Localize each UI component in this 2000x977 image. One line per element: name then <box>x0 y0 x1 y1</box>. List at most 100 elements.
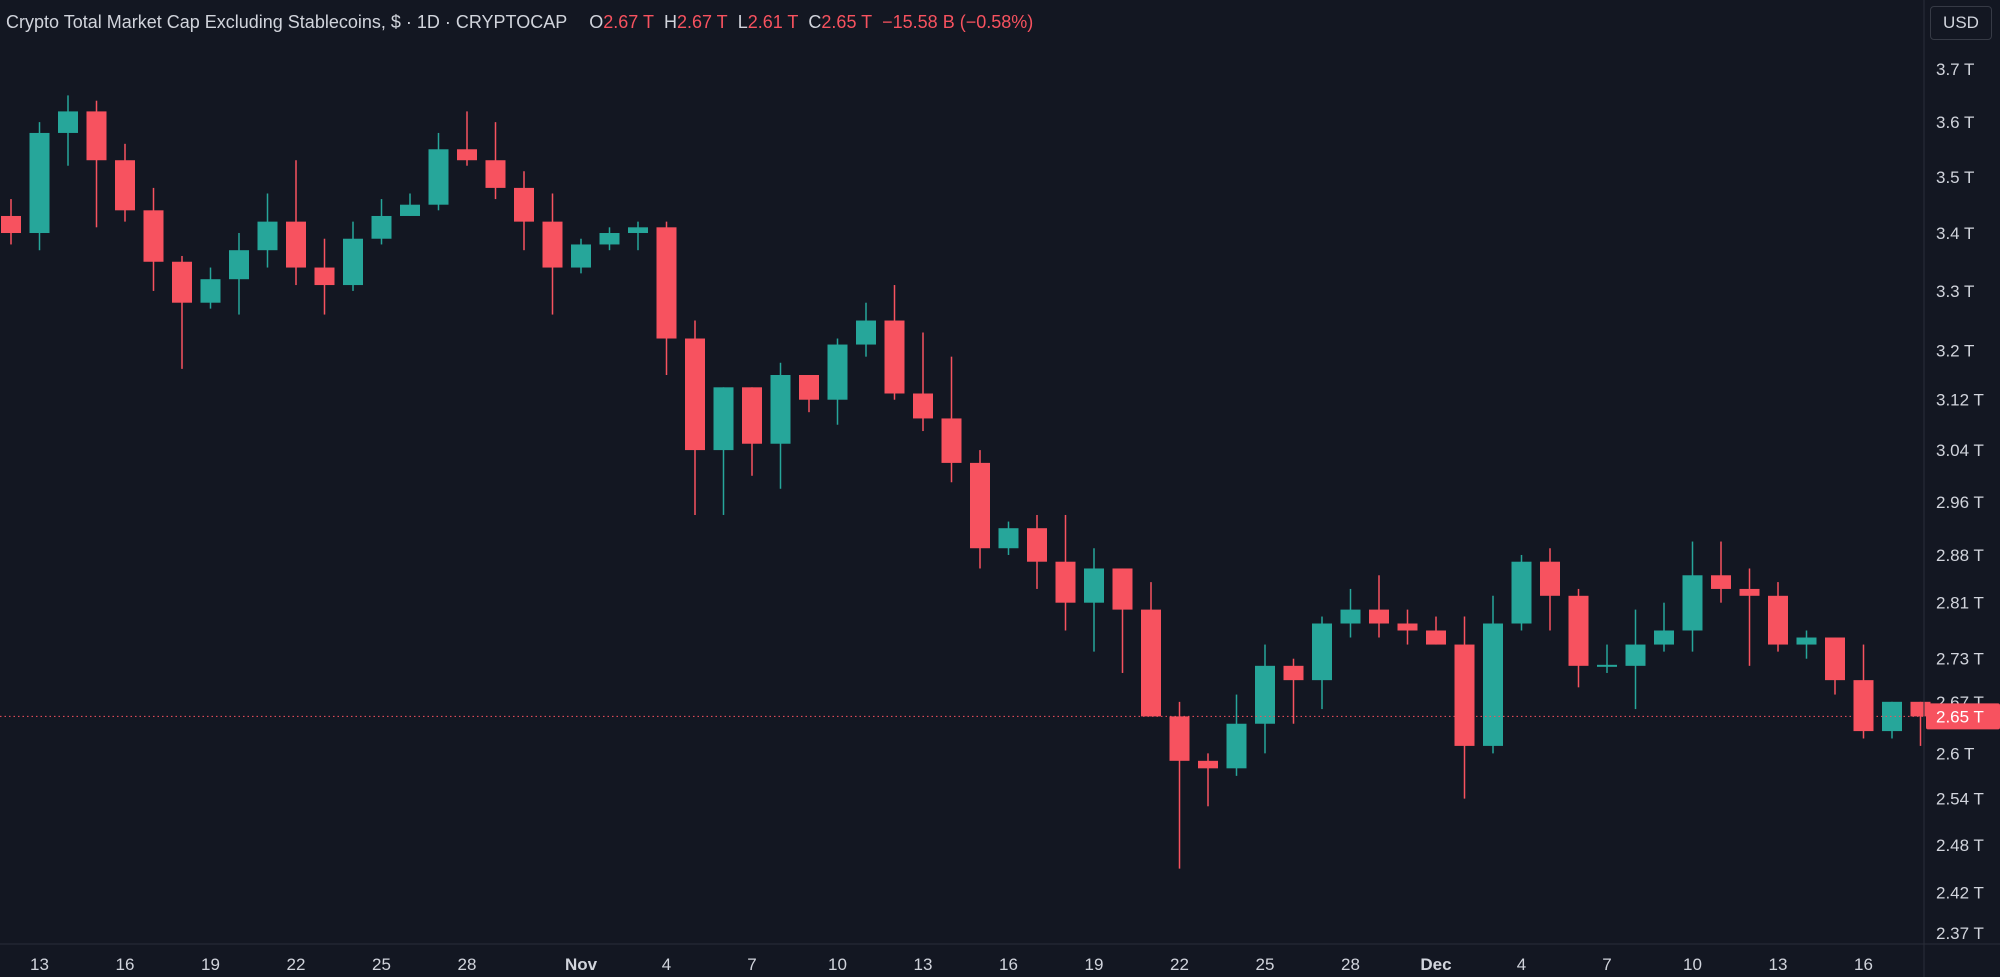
chart-legend: Crypto Total Market Cap Excluding Stable… <box>6 10 1033 34</box>
candle[interactable] <box>58 95 78 166</box>
candle[interactable] <box>998 521 1019 555</box>
candle[interactable] <box>1910 701 1931 746</box>
candle[interactable] <box>428 132 449 211</box>
candle-body <box>1825 637 1845 681</box>
candle-body <box>913 393 933 419</box>
candle[interactable] <box>1682 541 1703 652</box>
candle[interactable] <box>1112 568 1133 673</box>
candle[interactable] <box>1312 616 1332 710</box>
candle[interactable] <box>1540 548 1560 631</box>
candle[interactable] <box>713 387 734 515</box>
candle[interactable] <box>400 193 420 216</box>
candle-body <box>257 221 278 251</box>
candle[interactable] <box>143 187 164 291</box>
candle[interactable] <box>1141 582 1161 717</box>
candle[interactable] <box>371 199 392 245</box>
candle[interactable] <box>1283 658 1304 724</box>
candle[interactable] <box>86 100 107 228</box>
candle[interactable] <box>599 227 620 251</box>
candle[interactable] <box>1483 595 1503 754</box>
candle[interactable] <box>1226 694 1247 776</box>
candle-body <box>884 320 905 394</box>
candle[interactable] <box>1853 644 1874 739</box>
close-value: 2.65 T <box>821 11 873 32</box>
candle[interactable] <box>229 233 249 315</box>
candle[interactable] <box>1369 575 1389 638</box>
candle-body <box>343 238 363 286</box>
candle-body <box>941 418 962 463</box>
candle-body <box>1711 575 1731 589</box>
candle[interactable] <box>1796 630 1817 659</box>
candle[interactable] <box>457 111 477 166</box>
candle[interactable] <box>913 332 933 432</box>
candle[interactable] <box>1711 541 1731 603</box>
candle[interactable] <box>314 238 335 315</box>
candle[interactable] <box>1625 609 1646 710</box>
time-tick-label: 28 <box>458 955 477 974</box>
currency-button[interactable]: USD <box>1930 6 1992 40</box>
candle[interactable] <box>1027 514 1047 589</box>
candle[interactable] <box>1198 753 1218 807</box>
candle[interactable] <box>1255 644 1275 754</box>
candle[interactable] <box>1169 701 1190 869</box>
candle[interactable] <box>542 193 563 315</box>
candle[interactable] <box>1597 644 1617 673</box>
time-axis[interactable]: 13 16 19 22 25 28 Nov 4 7 10 13 16 19 22 25 28 Dec 4 7 10 13… <box>30 955 1873 974</box>
candle-body <box>1055 561 1076 603</box>
candle[interactable] <box>1882 701 1902 739</box>
time-tick-label: 22 <box>287 955 306 974</box>
candle[interactable] <box>115 143 135 222</box>
price-tick-label: 3.3 T <box>1936 282 1974 301</box>
candle-body <box>656 227 677 339</box>
candle-body <box>742 387 762 444</box>
candle[interactable] <box>685 320 705 515</box>
candle[interactable] <box>884 285 905 400</box>
candle[interactable] <box>1426 616 1446 645</box>
candle[interactable] <box>742 387 762 476</box>
candle[interactable] <box>200 267 221 309</box>
candle-body <box>229 250 249 280</box>
candle-body <box>827 344 848 400</box>
candle-body <box>314 267 335 286</box>
candle[interactable] <box>656 221 677 375</box>
time-tick-label: 4 <box>662 955 671 974</box>
candle-body <box>1568 595 1589 666</box>
candle[interactable] <box>628 221 648 251</box>
candle[interactable] <box>1055 514 1076 631</box>
candle-body <box>542 221 563 268</box>
candle[interactable] <box>799 374 819 413</box>
candle[interactable] <box>1 199 21 245</box>
candle[interactable] <box>970 450 990 569</box>
price-tick-label: 2.81 T <box>1936 594 1984 613</box>
price-axis[interactable]: 2.37 T2.42 T2.48 T2.54 T2.6 T2.67 T2.73 … <box>1936 60 1984 943</box>
candle[interactable] <box>1654 602 1674 652</box>
candle[interactable] <box>941 356 962 483</box>
candle[interactable] <box>257 193 278 268</box>
candle[interactable] <box>1768 582 1788 652</box>
candle-body <box>799 374 819 400</box>
candle-body <box>286 221 306 268</box>
candle[interactable] <box>286 160 306 286</box>
candle[interactable] <box>343 221 363 291</box>
candle[interactable] <box>1454 616 1475 799</box>
candle[interactable] <box>514 171 534 251</box>
candle[interactable] <box>856 302 876 357</box>
candle[interactable] <box>29 122 50 251</box>
candle[interactable] <box>1739 568 1760 666</box>
candle[interactable] <box>770 362 791 489</box>
candle[interactable] <box>1340 588 1361 638</box>
candle[interactable] <box>485 122 506 200</box>
candle-body <box>1853 680 1874 732</box>
candle[interactable] <box>1397 609 1418 645</box>
candle-body <box>428 149 449 205</box>
symbol-title[interactable]: Crypto Total Market Cap Excluding Stable… <box>6 11 568 32</box>
candle[interactable] <box>172 255 192 369</box>
candle[interactable] <box>1568 588 1589 688</box>
candle[interactable] <box>1825 637 1845 695</box>
candle-body <box>713 387 734 451</box>
candle[interactable] <box>1511 554 1532 631</box>
candle[interactable] <box>1084 548 1104 652</box>
candle[interactable] <box>571 238 591 274</box>
candle[interactable] <box>827 338 848 425</box>
